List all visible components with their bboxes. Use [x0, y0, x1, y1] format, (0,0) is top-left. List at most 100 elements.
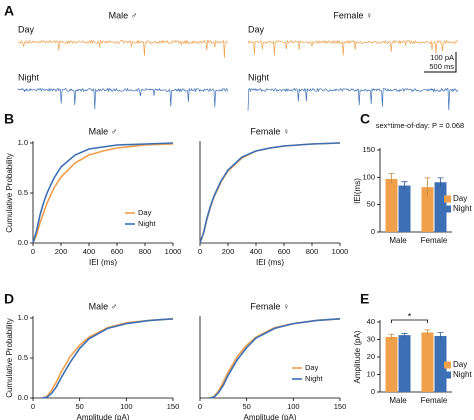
significance-bracket — [391, 319, 428, 323]
bar — [398, 335, 411, 392]
x-tick-label: 0 — [31, 247, 35, 256]
x-tick-label: 800 — [306, 247, 319, 256]
legend-label: Night — [453, 370, 472, 379]
x-tick-label: 1000 — [165, 247, 182, 256]
series-line — [42, 318, 174, 399]
x-tick-label: 400 — [250, 247, 263, 256]
y-tick-label: 0.5 — [18, 188, 28, 197]
bar — [385, 178, 398, 232]
y-tick-label: 40 — [367, 317, 375, 326]
legend-swatch — [444, 371, 451, 379]
column-title: Female ♀ — [333, 10, 372, 20]
trace — [17, 39, 228, 58]
legend-label: Night — [453, 204, 472, 213]
series-line — [32, 142, 174, 244]
panel-label: A — [4, 3, 14, 19]
bar — [434, 336, 447, 392]
legend-label: Night — [138, 219, 156, 228]
x-tick-label: 50 — [75, 402, 83, 411]
x-tick-label: 0 — [198, 402, 202, 411]
x-tick-label: 200 — [222, 247, 235, 256]
panel-label: D — [4, 291, 14, 307]
x-axis-label: IEI (ms) — [89, 258, 117, 267]
series-line — [199, 142, 341, 244]
y-axis-label: IEI(ms) — [353, 178, 362, 204]
y-tick-label: 100 — [362, 172, 375, 181]
y-tick-label: 0.0 — [18, 393, 28, 402]
x-tick-label: Female — [421, 236, 448, 245]
panel-label: C — [360, 111, 370, 127]
x-tick-label: Male — [389, 236, 407, 245]
error-bar — [401, 332, 408, 337]
trace — [247, 39, 458, 56]
y-tick-label: 10 — [367, 369, 375, 378]
error-bar — [437, 177, 444, 187]
y-tick-label: 20 — [367, 352, 375, 361]
y-tick-label: 0 — [371, 387, 375, 396]
bar — [434, 182, 447, 232]
y-tick-label: 1.0 — [18, 313, 28, 322]
x-tick-label: 50 — [242, 402, 250, 411]
y-axis-label: Amplitude (pA) — [353, 330, 362, 383]
legend-label: Day — [138, 208, 152, 217]
x-axis-label: IEI (ms) — [256, 258, 284, 267]
x-tick-label: 400 — [83, 247, 96, 256]
x-tick-label: 100 — [287, 402, 300, 411]
row-label: Night — [248, 72, 270, 82]
x-tick-label: 200 — [55, 247, 68, 256]
series-line — [32, 143, 174, 244]
series-line — [42, 318, 174, 399]
bar — [421, 332, 434, 392]
x-axis-label: Amplitude (pA) — [244, 413, 297, 420]
legend-label: Day — [453, 194, 467, 203]
panel-label: B — [4, 111, 14, 127]
legend-label: Night — [305, 374, 323, 383]
x-tick-label: Female — [421, 396, 448, 405]
scale-label: 500 ms — [429, 62, 454, 71]
x-tick-label: 800 — [139, 247, 152, 256]
bar — [385, 336, 398, 392]
series-line — [209, 318, 341, 399]
legend-label: Day — [453, 360, 467, 369]
legend-swatch — [444, 205, 451, 213]
chart-title: Male ♂ — [89, 126, 118, 136]
x-tick-label: Male — [389, 396, 407, 405]
y-axis-label: Cumulative Probability — [5, 318, 14, 398]
error-bar — [401, 181, 408, 190]
x-tick-label: 0 — [31, 402, 35, 411]
bar — [421, 187, 434, 232]
x-tick-label: 600 — [278, 247, 291, 256]
significance-label: * — [408, 311, 412, 321]
y-tick-label: 50 — [367, 200, 375, 209]
trace — [17, 87, 228, 110]
chart-title: Female ♀ — [250, 126, 289, 136]
x-axis-label: Amplitude (pA) — [77, 413, 130, 420]
scale-bar — [424, 52, 457, 73]
x-tick-label: 100 — [120, 402, 133, 411]
bar — [398, 185, 411, 232]
column-title: Male ♂ — [109, 10, 138, 20]
error-bar — [388, 173, 395, 185]
y-tick-label: 30 — [367, 334, 375, 343]
legend-swatch — [444, 361, 451, 369]
chart-title: Male ♂ — [89, 301, 118, 311]
y-tick-label: 0.0 — [18, 238, 28, 247]
y-axis-label: Cumulative Probability — [5, 153, 14, 233]
row-label: Day — [248, 24, 265, 34]
error-bar — [424, 329, 431, 336]
y-tick-label: 150 — [362, 145, 375, 154]
chart-title: Female ♀ — [250, 301, 289, 311]
x-tick-label: 1000 — [332, 247, 349, 256]
x-tick-label: 0 — [198, 247, 202, 256]
y-tick-label: 0.5 — [18, 353, 28, 362]
y-tick-label: 0 — [371, 227, 375, 236]
row-label: Night — [18, 72, 40, 82]
error-bar — [424, 177, 431, 197]
x-tick-label: 150 — [167, 402, 180, 411]
row-label: Day — [18, 24, 35, 34]
error-bar — [388, 333, 395, 340]
annotation: sex*time-of-day: P = 0.068 — [376, 121, 464, 130]
x-tick-label: 150 — [334, 402, 347, 411]
y-tick-label: 1.0 — [18, 138, 28, 147]
